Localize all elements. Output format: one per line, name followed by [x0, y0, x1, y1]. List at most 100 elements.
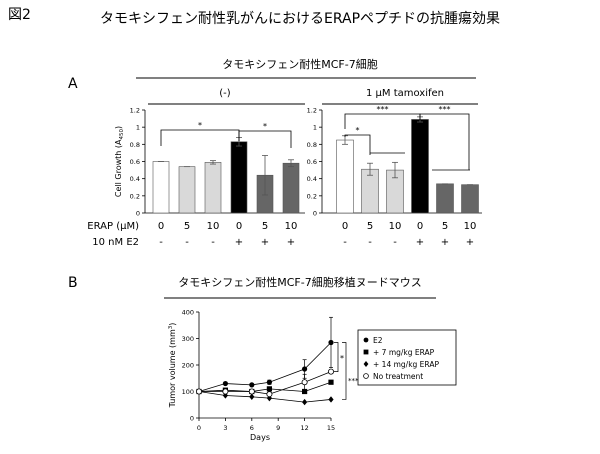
- figure-label: 図2: [8, 7, 31, 23]
- bar: [361, 168, 379, 214]
- e2-status-label: -: [185, 237, 189, 248]
- y-tick-label: 400: [182, 309, 194, 317]
- data-point: [266, 391, 273, 398]
- y-tick-label: 0: [190, 415, 194, 423]
- y-tick-label: 0.2: [130, 192, 140, 200]
- y-tick-label: 0.6: [130, 158, 140, 166]
- significance-label: ***: [377, 105, 389, 114]
- significance-bracket: [160, 129, 240, 146]
- data-point: [195, 388, 202, 395]
- data-point: [222, 388, 229, 395]
- erap-dose-label: 10: [285, 221, 298, 232]
- e2-status-label: +: [441, 237, 449, 248]
- chart-a-tamoxifen: 00.20.40.60.811.20-5-10-0+5+10+*******: [307, 105, 482, 248]
- significance-bracket: [334, 342, 339, 372]
- y-tick-label: 200: [182, 362, 194, 370]
- panel-b-header: タモキシフェン耐性MCF-7細胞移植ヌードマウス: [178, 275, 421, 289]
- data-point: [302, 388, 308, 395]
- x-axis-label: Days: [250, 433, 270, 442]
- significance-label: *: [340, 354, 344, 363]
- y-tick-label: 0.2: [307, 192, 317, 200]
- significance-label: *: [198, 121, 202, 130]
- data-point: [328, 396, 334, 403]
- significance-label: ***: [439, 105, 451, 114]
- e2-status-label: +: [466, 237, 474, 248]
- erap-dose-label: 0: [342, 221, 348, 232]
- y-tick-label: 0.4: [130, 175, 140, 183]
- bar: [282, 162, 300, 214]
- legend-marker: [363, 337, 369, 343]
- erap-dose-label: 10: [207, 221, 220, 232]
- erap-dose-label: 5: [442, 221, 448, 232]
- data-point: [266, 386, 272, 392]
- erap-dose-label: 0: [158, 221, 164, 232]
- panel-a-label: A: [68, 76, 78, 92]
- y-tick-label: 0.8: [130, 141, 140, 149]
- bar: [204, 162, 222, 214]
- significance-label: ***: [348, 377, 359, 385]
- chart-b-tumor: 0 100 200 300 400 0 3 6 9 12 15 Days Tumor volume (m…: [168, 309, 457, 442]
- data-point: [302, 366, 308, 372]
- bar: [178, 166, 196, 214]
- data-point: [249, 382, 255, 388]
- data-point: [328, 339, 334, 346]
- x-tick-label: 3: [223, 424, 227, 432]
- erap-dose-label: 10: [464, 221, 477, 232]
- e2-status-label: +: [235, 237, 243, 248]
- data-point: [266, 394, 272, 402]
- bar: [230, 141, 248, 214]
- y-axis-label: Tumor volume (mm3): [168, 323, 177, 409]
- erap-dose-label: 5: [184, 221, 190, 232]
- legend: E2 + 7 mg/kg ERAP + 14 mg/kg ERAP No treatm…: [357, 329, 457, 386]
- panel-a-header: タモキシフェン耐性MCF-7細胞: [222, 57, 377, 71]
- bar: [436, 183, 454, 214]
- series-line: [199, 371, 332, 395]
- series-line: [198, 391, 332, 403]
- data-point: [266, 379, 272, 385]
- data-point: [301, 379, 308, 386]
- x-tick-label: 6: [250, 424, 254, 432]
- legend-marker: [363, 373, 369, 379]
- y-tick-label: 0: [313, 210, 317, 218]
- chart-a-vehicle: 0 0.2 0.4 0.6 0.8 1 1.2 Cell Growth (A450) 0 - 5 - 1…: [114, 107, 305, 248]
- erap-dose-label: 10: [389, 221, 402, 232]
- erap-dose-label: 0: [417, 221, 423, 232]
- x-tick-label: 15: [327, 424, 335, 432]
- x-tick-label: 9: [276, 424, 280, 432]
- group-left-label: (-): [219, 88, 231, 99]
- e2-status-label: -: [211, 237, 215, 248]
- data-point: [249, 393, 255, 400]
- legend-entry: + 7 mg/kg ERAP: [373, 348, 435, 357]
- y-tick-label: 300: [182, 335, 194, 343]
- x-tick-label: 0: [197, 424, 201, 432]
- erap-row-label: ERAP (μM): [87, 221, 139, 232]
- y-tick-label: 100: [182, 388, 194, 396]
- e2-status-label: -: [393, 237, 397, 248]
- e2-row-label: 10 nM E2: [92, 237, 139, 248]
- significance-bracket: [344, 134, 371, 155]
- erap-dose-label: 0: [236, 221, 242, 232]
- legend-entry: No treatment: [373, 372, 423, 381]
- significance-label: *: [263, 122, 267, 131]
- e2-status-label: -: [343, 237, 347, 248]
- significance-bracket: [342, 342, 347, 400]
- group-right-label: 1 μM tamoxifen: [366, 88, 444, 99]
- bar: [461, 184, 479, 214]
- data-point: [248, 388, 255, 395]
- y-tick-label: 1: [136, 124, 140, 132]
- data-point: [328, 379, 334, 385]
- y-tick-label: 1.2: [130, 107, 140, 115]
- data-point: [302, 398, 308, 406]
- y-tick-label: 0.8: [307, 141, 317, 149]
- legend-marker: [363, 361, 369, 367]
- bar: [152, 161, 170, 214]
- panel-b-label: B: [68, 275, 78, 291]
- y-tick-label: 0: [136, 210, 140, 218]
- significance-bracket: [419, 113, 470, 170]
- legend-entry: + 14 mg/kg ERAP: [373, 360, 439, 369]
- y-tick-label: 0.4: [307, 175, 317, 183]
- e2-status-label: -: [368, 237, 372, 248]
- y-axis-label: Cell Growth (A450): [114, 126, 125, 197]
